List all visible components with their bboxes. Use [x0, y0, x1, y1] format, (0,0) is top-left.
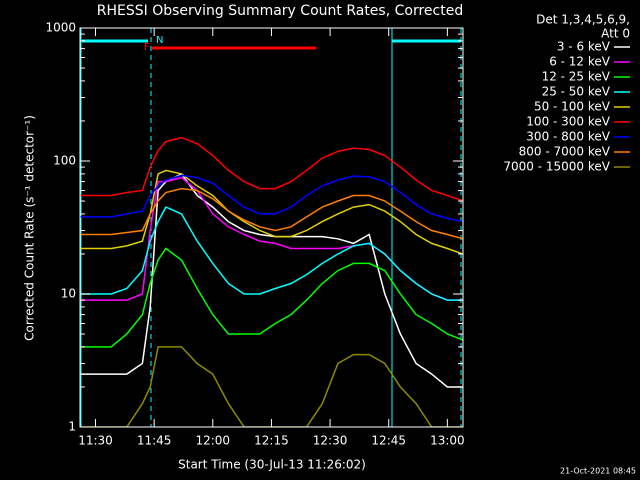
y-axis-label: Corrected Count Rate (s⁻¹ detector⁻¹) — [23, 115, 37, 341]
legend-label: 300 - 800 keV — [526, 130, 610, 144]
x-tick-label: 12:00 — [195, 434, 230, 448]
legend-label: 800 - 7000 keV — [519, 145, 611, 159]
y-tick-label: 10 — [61, 287, 76, 301]
legend-label: 50 - 100 keV — [534, 100, 611, 114]
x-axis-label: Start Time (30-Jul-13 11:26:02) — [178, 458, 366, 472]
series-line — [80, 172, 463, 388]
plot-lines — [80, 136, 463, 427]
y-tick-label: 1 — [68, 420, 76, 434]
legend-label: 100 - 300 keV — [526, 115, 610, 129]
legend-title: Att 0 — [601, 27, 630, 41]
y-tick-label: 100 — [53, 154, 76, 168]
night-flag: N — [156, 35, 163, 46]
series-line — [80, 247, 463, 348]
x-tick-label: 12:45 — [371, 434, 406, 448]
series-line — [80, 136, 463, 202]
legend-label: 12 - 25 keV — [542, 70, 611, 84]
legend-label: 3 - 6 keV — [557, 40, 611, 54]
legend-label: 7000 - 15000 keV — [503, 160, 610, 174]
flare-flag: F — [144, 42, 150, 53]
legend-label: 25 - 50 keV — [542, 85, 611, 99]
chart-title: RHESSI Observing Summary Count Rates, Co… — [97, 3, 463, 19]
x-tick-label: 11:45 — [137, 434, 172, 448]
y-tick-label: 1000 — [45, 21, 76, 35]
series-line — [80, 187, 463, 240]
series-line — [80, 169, 463, 255]
series-line — [80, 206, 463, 301]
x-tick-label: 12:15 — [254, 434, 289, 448]
x-tick-label: 13:00 — [430, 434, 465, 448]
series-line — [80, 346, 463, 427]
timestamp: 21-Oct-2021 08:45 — [560, 467, 636, 476]
legend-label: 6 - 12 keV — [549, 55, 611, 69]
x-tick-label: 11:30 — [78, 434, 113, 448]
x-tick-label: 12:30 — [313, 434, 348, 448]
legend-title: Det 1,3,4,5,6,9, — [536, 13, 630, 27]
series-line — [80, 174, 463, 223]
